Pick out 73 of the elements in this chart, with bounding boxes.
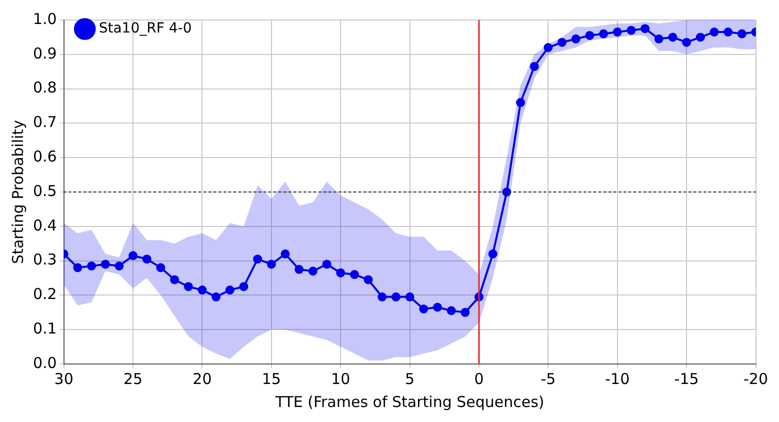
point [599, 29, 608, 38]
point [266, 260, 276, 269]
x-axis-title: TTE (Frames of Starting Sequences) [274, 392, 544, 411]
y-tick-label: 0.9 [32, 44, 57, 62]
x-tick-label: 30 [54, 370, 74, 388]
point [294, 264, 304, 274]
point [419, 304, 428, 314]
point [516, 98, 526, 108]
point [322, 260, 332, 269]
point [571, 34, 580, 44]
point [612, 28, 622, 37]
x-tick-label: 0 [474, 370, 484, 388]
point [460, 308, 470, 317]
y-tick-label: 0.2 [32, 285, 57, 304]
point [405, 292, 414, 302]
point [544, 43, 553, 52]
x-tick-label: 10 [331, 370, 350, 388]
point [682, 38, 692, 47]
point [446, 306, 456, 316]
point [156, 263, 166, 272]
point [280, 249, 290, 258]
point [87, 261, 96, 270]
point [654, 34, 664, 44]
x-tick-label: -10 [605, 370, 630, 388]
point [585, 30, 594, 40]
y-tick-label: 1.0 [32, 10, 57, 28]
point [308, 266, 318, 276]
point [350, 270, 359, 280]
point [488, 249, 498, 258]
point [626, 26, 636, 35]
point [668, 32, 678, 42]
point [212, 292, 221, 302]
point [502, 188, 512, 196]
point [696, 32, 705, 42]
point [391, 292, 400, 302]
y-tick-label: 0.0 [32, 354, 57, 372]
point [364, 275, 373, 284]
y-tick-label: 0.7 [32, 113, 57, 132]
point [114, 261, 124, 270]
x-tick-label: -20 [744, 370, 768, 388]
y-tick-label: 0.8 [32, 78, 57, 97]
point [239, 282, 248, 292]
point [128, 251, 138, 260]
y-tick-label: 0.1 [32, 319, 57, 338]
point [710, 28, 719, 37]
y-axis-title: Starting Probability [8, 120, 27, 264]
point [73, 263, 82, 272]
point [530, 62, 539, 71]
x-tick-label: -15 [674, 370, 699, 388]
x-tick-label: 25 [124, 370, 143, 388]
y-tick-label: 0.4 [32, 216, 57, 234]
x-tick-label: 15 [262, 370, 281, 388]
y-tick-label: 0.3 [32, 250, 57, 269]
x-tick-label: -5 [540, 370, 556, 388]
x-tick-label: 20 [192, 370, 212, 388]
point [640, 24, 650, 34]
y-tick-label: 0.5 [32, 182, 57, 200]
point [170, 275, 180, 284]
point [198, 286, 207, 295]
point [253, 254, 262, 264]
point [142, 254, 152, 264]
point [737, 29, 746, 38]
point [225, 286, 234, 295]
x-tick-label: 5 [405, 370, 415, 388]
point [378, 292, 387, 302]
point [432, 302, 442, 312]
point [558, 38, 567, 47]
y-tick-label: 0.6 [32, 147, 57, 166]
point [184, 282, 193, 292]
point [336, 268, 346, 278]
legend-label: Sta10_RF 4-0 [98, 20, 192, 37]
point [724, 28, 733, 37]
point [100, 260, 110, 269]
